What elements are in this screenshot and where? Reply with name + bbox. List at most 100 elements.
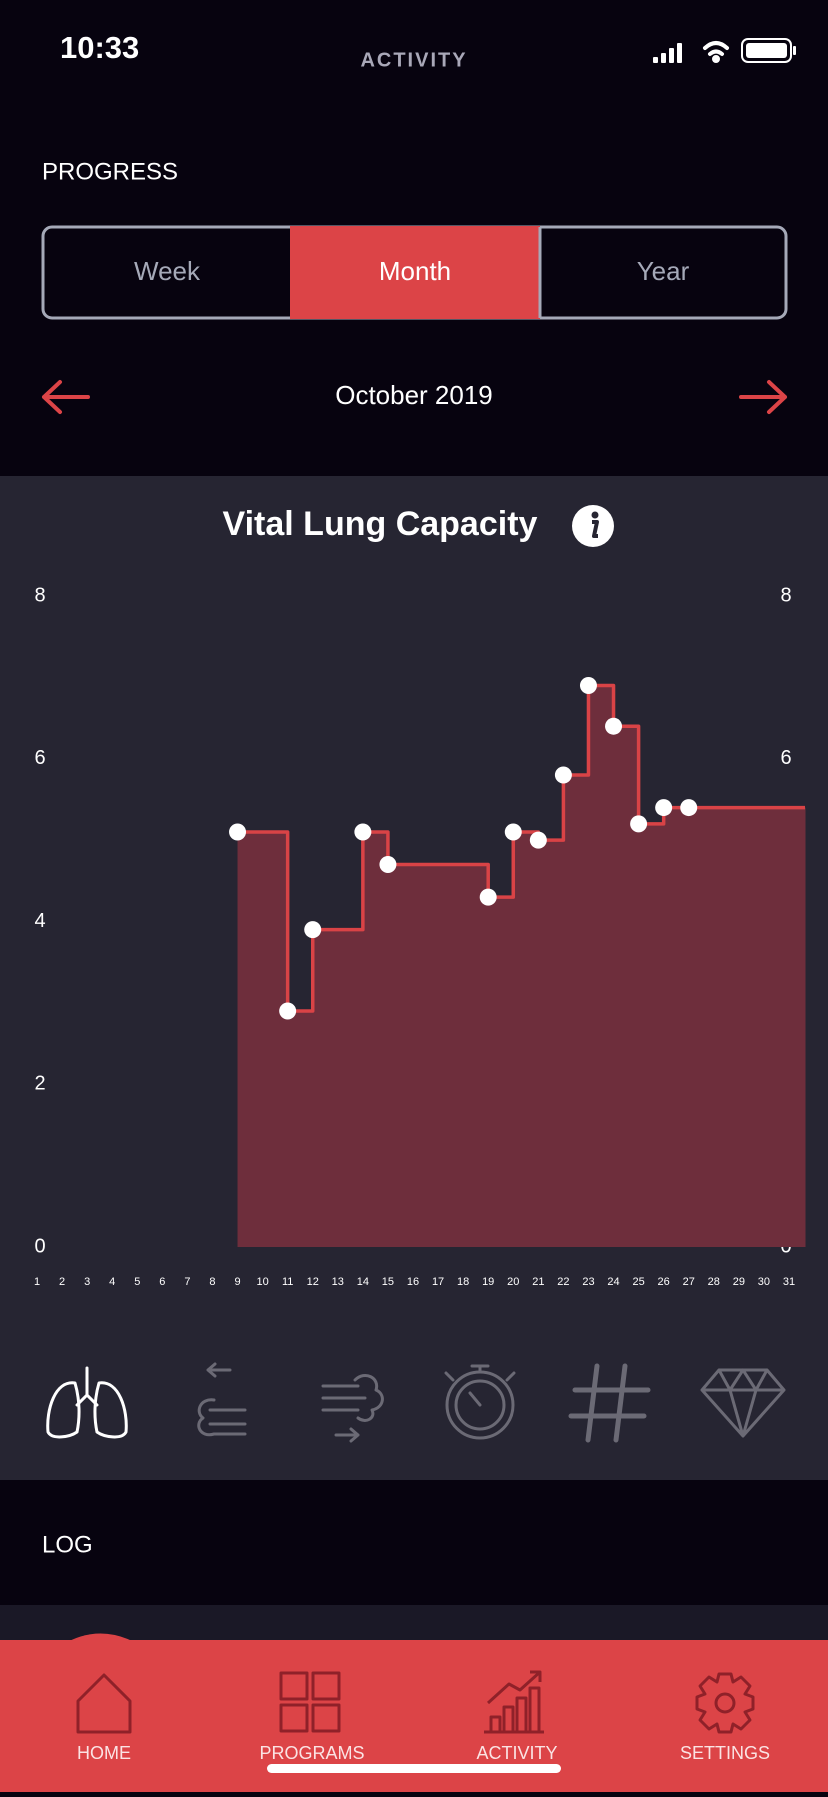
y-tick-label: 0 [34, 1235, 45, 1257]
signal-icon [653, 43, 682, 63]
step-line [312, 831, 365, 932]
x-tick-label: 31 [783, 1276, 795, 1288]
x-tick-label: 8 [209, 1276, 215, 1288]
area-segment [663, 807, 690, 1247]
exhale-icon[interactable] [197, 1362, 247, 1437]
log-title: LOG [42, 1531, 93, 1558]
home-indicator [267, 1764, 561, 1773]
x-tick-label: 19 [482, 1276, 494, 1288]
x-tick-label: 18 [457, 1276, 469, 1288]
y-tick-label: 8 [34, 584, 45, 606]
next-arrow[interactable] [739, 380, 787, 414]
data-point [379, 856, 397, 874]
data-point [279, 1002, 297, 1020]
x-tick-label: 16 [407, 1276, 419, 1288]
data-point [504, 823, 522, 841]
data-point [630, 815, 648, 833]
x-tick-label: 6 [159, 1276, 165, 1288]
x-tick-label: 2 [59, 1276, 65, 1288]
count-icon[interactable] [568, 1363, 651, 1443]
info-icon[interactable] [572, 505, 614, 547]
x-tick-label: 27 [683, 1276, 695, 1288]
area-segment [638, 823, 665, 1247]
y2-tick-label: 8 [780, 584, 791, 606]
lungs-icon[interactable] [46, 1366, 128, 1439]
screen-title: ACTIVITY [360, 49, 467, 71]
area-segment [237, 831, 289, 1247]
tab-settings[interactable]: SETTINGS [680, 1743, 770, 1763]
data-point [354, 823, 372, 841]
area-segment [488, 897, 514, 1247]
x-tick-label: 11 [282, 1276, 293, 1288]
x-tick-label: 5 [134, 1276, 140, 1288]
y-tick-label: 4 [34, 910, 45, 932]
step-line [387, 862, 490, 898]
period-label: October 2019 [335, 380, 493, 410]
x-tick-label: 12 [307, 1276, 319, 1288]
diamond-icon[interactable] [700, 1368, 786, 1438]
inhale-icon[interactable] [321, 1374, 384, 1443]
wifi-icon [703, 41, 729, 63]
area-segment [362, 831, 389, 1247]
tab-activity[interactable]: ACTIVITY [476, 1743, 557, 1763]
programs-icon[interactable] [279, 1671, 341, 1733]
data-point [605, 717, 623, 735]
data-point [554, 766, 572, 784]
x-tick-label: 30 [758, 1276, 770, 1288]
log-entry[interactable] [0, 1605, 828, 1645]
area-segment [588, 685, 615, 1247]
x-tick-label: 23 [582, 1276, 594, 1288]
x-tick-label: 9 [234, 1276, 240, 1288]
area-segment [688, 807, 806, 1247]
area-segment [287, 1011, 314, 1247]
segment-selected[interactable] [290, 226, 540, 319]
x-tick-label: 7 [184, 1276, 190, 1288]
area-segment [563, 775, 589, 1247]
x-tick-label: 24 [607, 1276, 619, 1288]
section-title: PROGRESS [42, 158, 178, 185]
x-tick-label: 28 [708, 1276, 720, 1288]
x-tick-label: 25 [632, 1276, 644, 1288]
data-point [655, 799, 673, 817]
x-tick-label: 20 [507, 1276, 519, 1288]
segment-week[interactable]: Week [134, 256, 201, 286]
x-tick-label: 15 [382, 1276, 394, 1288]
activity-icon[interactable] [484, 1670, 544, 1734]
settings-icon[interactable] [695, 1672, 755, 1734]
chart-title: Vital Lung Capacity [223, 505, 538, 543]
segment-month[interactable]: Month [379, 256, 451, 286]
data-point [229, 823, 247, 841]
x-tick-label: 26 [658, 1276, 670, 1288]
x-tick-label: 21 [532, 1276, 544, 1288]
status-time: 10:33 [60, 30, 139, 65]
data-point [304, 921, 322, 939]
data-point [579, 677, 597, 695]
tab-programs[interactable]: PROGRAMS [259, 1743, 364, 1763]
x-tick-label: 22 [557, 1276, 569, 1288]
area-segment [538, 840, 564, 1247]
data-point [479, 888, 497, 906]
area-segment [387, 864, 489, 1247]
x-tick-label: 10 [256, 1276, 268, 1288]
x-tick-label: 14 [357, 1276, 369, 1288]
area-segment [613, 726, 640, 1247]
y-tick-label: 2 [34, 1073, 45, 1095]
timer-icon[interactable] [444, 1364, 516, 1440]
x-tick-label: 3 [84, 1276, 90, 1288]
segment-year[interactable]: Year [637, 256, 690, 286]
home-icon[interactable] [76, 1673, 132, 1734]
x-tick-label: 17 [432, 1276, 444, 1288]
step-line [237, 830, 290, 1012]
plot: 0246802468123456789101112131415161718192… [34, 584, 806, 1288]
data-point [680, 799, 698, 817]
data-point [529, 831, 547, 849]
x-tick-label: 29 [733, 1276, 745, 1288]
x-tick-label: 4 [109, 1276, 115, 1288]
prev-arrow[interactable] [42, 380, 90, 414]
x-tick-label: 1 [34, 1276, 40, 1288]
tab-home[interactable]: HOME [77, 1743, 131, 1763]
y-tick-label: 6 [34, 747, 45, 769]
area-segment [312, 929, 364, 1247]
area-segment [513, 831, 539, 1247]
